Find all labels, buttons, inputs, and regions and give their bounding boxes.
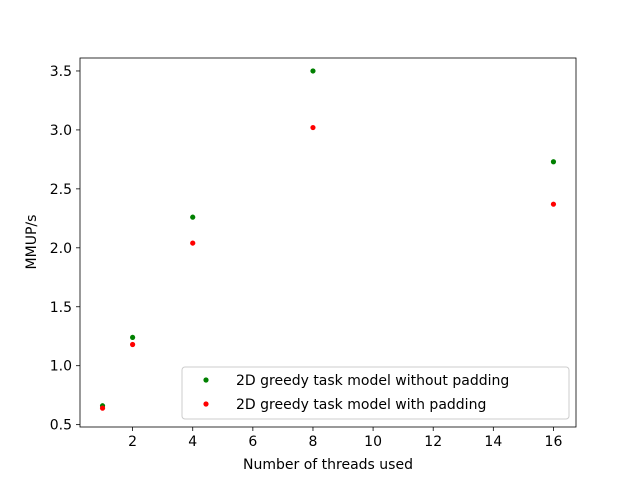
plot-frame — [79, 57, 577, 428]
y-tick-label: 3.5 — [50, 64, 72, 80]
y-tick-label: 0.5 — [50, 418, 72, 434]
x-tick-label: 2 — [128, 434, 137, 450]
legend-marker — [203, 401, 209, 407]
y-tick-label: 2.0 — [50, 241, 72, 257]
y-tick-label: 2.5 — [50, 182, 72, 198]
x-tick-label: 12 — [424, 434, 442, 450]
legend: 2D greedy task model without padding 2D g… — [181, 366, 570, 420]
x-tick-label: 16 — [545, 434, 563, 450]
series-0-point — [190, 214, 196, 220]
legend-label: 2D greedy task model without padding — [236, 373, 509, 389]
series-0-point — [310, 68, 316, 74]
x-axis-label: Number of threads used — [243, 457, 413, 473]
axes: 2 4 6 8 10 12 14 16 0.5 1.0 1.5 2.0 2.5 3.0 3.5 — [50, 57, 577, 450]
legend-label: 2D greedy task model with padding — [236, 397, 486, 413]
y-tick-label: 3.0 — [50, 123, 72, 139]
plot-area — [99, 68, 557, 411]
series-1-point — [130, 341, 136, 348]
series-1-point — [550, 201, 557, 207]
series-0-point — [550, 159, 557, 165]
legend-box — [181, 366, 570, 420]
legend-marker — [203, 377, 209, 383]
x-tick-label: 10 — [364, 434, 382, 450]
x-tick-label: 6 — [248, 434, 257, 450]
x-tick-label: 14 — [484, 434, 502, 450]
x-tick-label: 4 — [188, 434, 197, 450]
series-1-point — [99, 405, 106, 411]
series-0-point — [130, 334, 136, 341]
y-axis-label: MMUP/s — [24, 215, 40, 270]
x-tick-label: 8 — [309, 434, 318, 450]
series-1-point — [310, 124, 316, 131]
y-tick-label: 1.0 — [50, 359, 72, 375]
series-1-point — [190, 240, 196, 246]
y-tick-label: 1.5 — [50, 300, 72, 316]
